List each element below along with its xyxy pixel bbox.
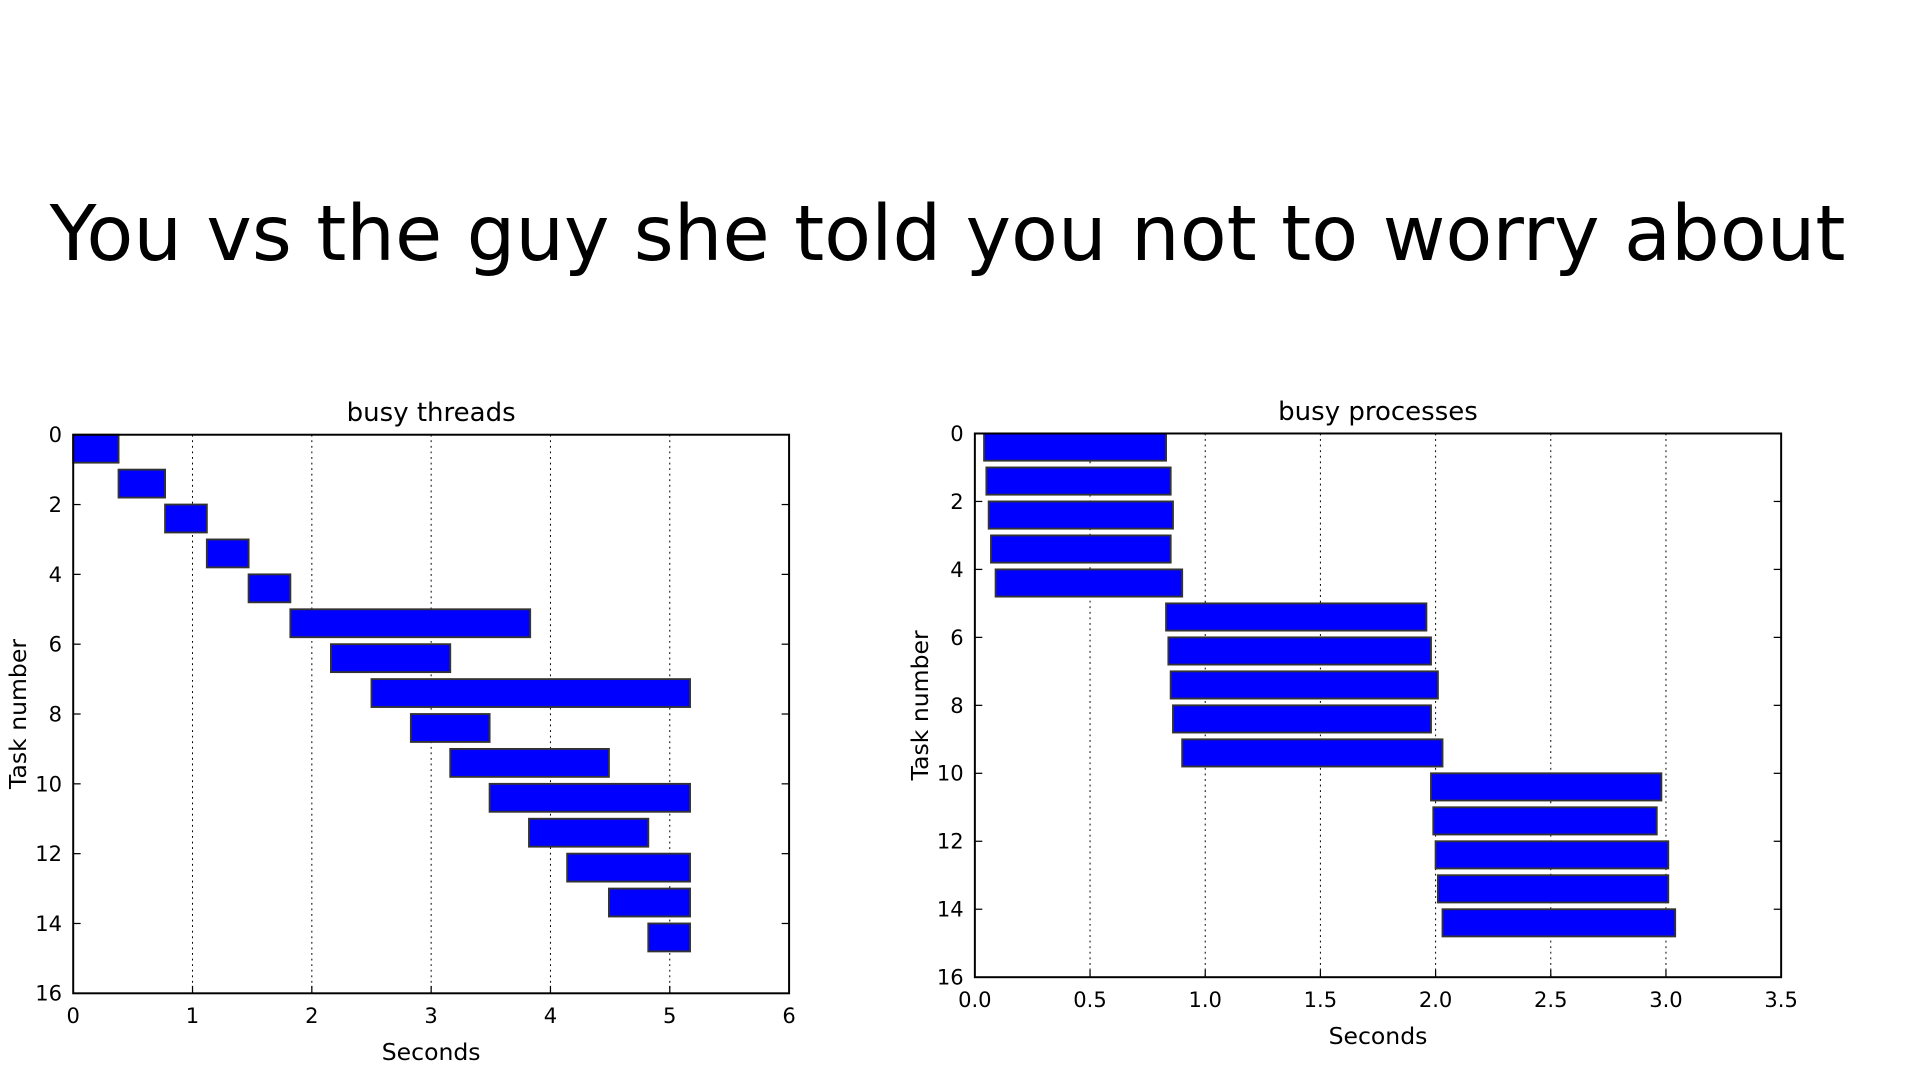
task-bar [1441, 908, 1677, 938]
y-tick-label: 14 [937, 897, 964, 922]
task-bar [1172, 704, 1432, 734]
task-bar [1169, 670, 1439, 700]
task-bar [1436, 874, 1670, 904]
task-bar [994, 568, 1184, 598]
task-bar [983, 432, 1167, 462]
x-axis-label: Seconds [382, 1038, 481, 1066]
y-tick-label: 4 [950, 557, 963, 582]
x-tick-label: 3.0 [1649, 987, 1682, 1012]
x-tick-label: 6 [782, 1003, 795, 1028]
y-tick-label: 8 [950, 693, 963, 718]
y-tick-label: 6 [49, 632, 62, 657]
chart-title: busy processes [1278, 397, 1478, 427]
chart-title: busy threads [347, 398, 516, 428]
task-bar [1181, 738, 1444, 768]
task-bar [449, 747, 610, 778]
x-tick-label: 2 [305, 1003, 318, 1028]
task-bar [985, 466, 1172, 496]
y-tick-label: 12 [35, 841, 62, 866]
task-bar [117, 468, 167, 499]
y-tick-label: 0 [49, 422, 62, 447]
task-bar [990, 534, 1172, 564]
y-tick-label: 14 [35, 911, 62, 936]
x-axis-label: Seconds [1329, 1022, 1428, 1050]
caption: You vs the guy she told you not to worry… [49, 190, 1846, 279]
task-bar [164, 503, 208, 534]
y-tick-label: 10 [35, 771, 62, 796]
plot-frame [72, 433, 791, 995]
y-tick-label: 8 [49, 701, 62, 726]
y-tick-label: 10 [937, 761, 964, 786]
x-tick-label: 4 [544, 1003, 557, 1028]
task-bar [72, 433, 120, 464]
task-bar [488, 782, 691, 813]
task-bar [987, 500, 1174, 530]
task-bar [566, 852, 691, 883]
plot-frame [973, 432, 1783, 979]
task-bar [607, 887, 691, 918]
x-tick-label: 3 [424, 1003, 437, 1028]
y-tick-label: 2 [49, 492, 62, 517]
x-tick-label: 5 [663, 1003, 676, 1028]
x-tick-label: 1.5 [1304, 987, 1337, 1012]
task-bar [528, 817, 650, 848]
task-bar [370, 678, 691, 708]
x-tick-label: 0 [67, 1003, 80, 1028]
task-bar [1167, 636, 1432, 666]
y-axis-label: Task number [4, 639, 32, 790]
task-bar [247, 573, 292, 604]
x-tick-label: 0.0 [958, 987, 991, 1012]
x-tick-label: 1.0 [1188, 987, 1221, 1012]
task-bar [289, 608, 532, 639]
task-bar [1165, 602, 1428, 632]
task-bar [1434, 840, 1670, 870]
x-tick-label: 2.0 [1419, 987, 1452, 1012]
y-tick-label: 4 [49, 562, 62, 587]
x-tick-label: 1 [186, 1003, 199, 1028]
y-tick-label: 16 [35, 981, 62, 1006]
x-tick-label: 3.5 [1764, 987, 1797, 1012]
y-tick-label: 6 [950, 625, 963, 650]
y-tick-label: 12 [937, 829, 964, 854]
y-tick-label: 2 [950, 489, 963, 514]
y-tick-label: 0 [950, 421, 963, 446]
task-bar [1430, 772, 1663, 802]
task-bar [1432, 806, 1658, 836]
task-bar [409, 713, 491, 743]
task-bar [329, 643, 452, 674]
task-bar [205, 538, 250, 569]
x-tick-label: 0.5 [1073, 987, 1106, 1012]
y-tick-label: 16 [937, 965, 964, 990]
y-axis-label: Task number [906, 630, 934, 781]
task-bar [647, 922, 691, 953]
x-tick-label: 2.5 [1534, 987, 1567, 1012]
